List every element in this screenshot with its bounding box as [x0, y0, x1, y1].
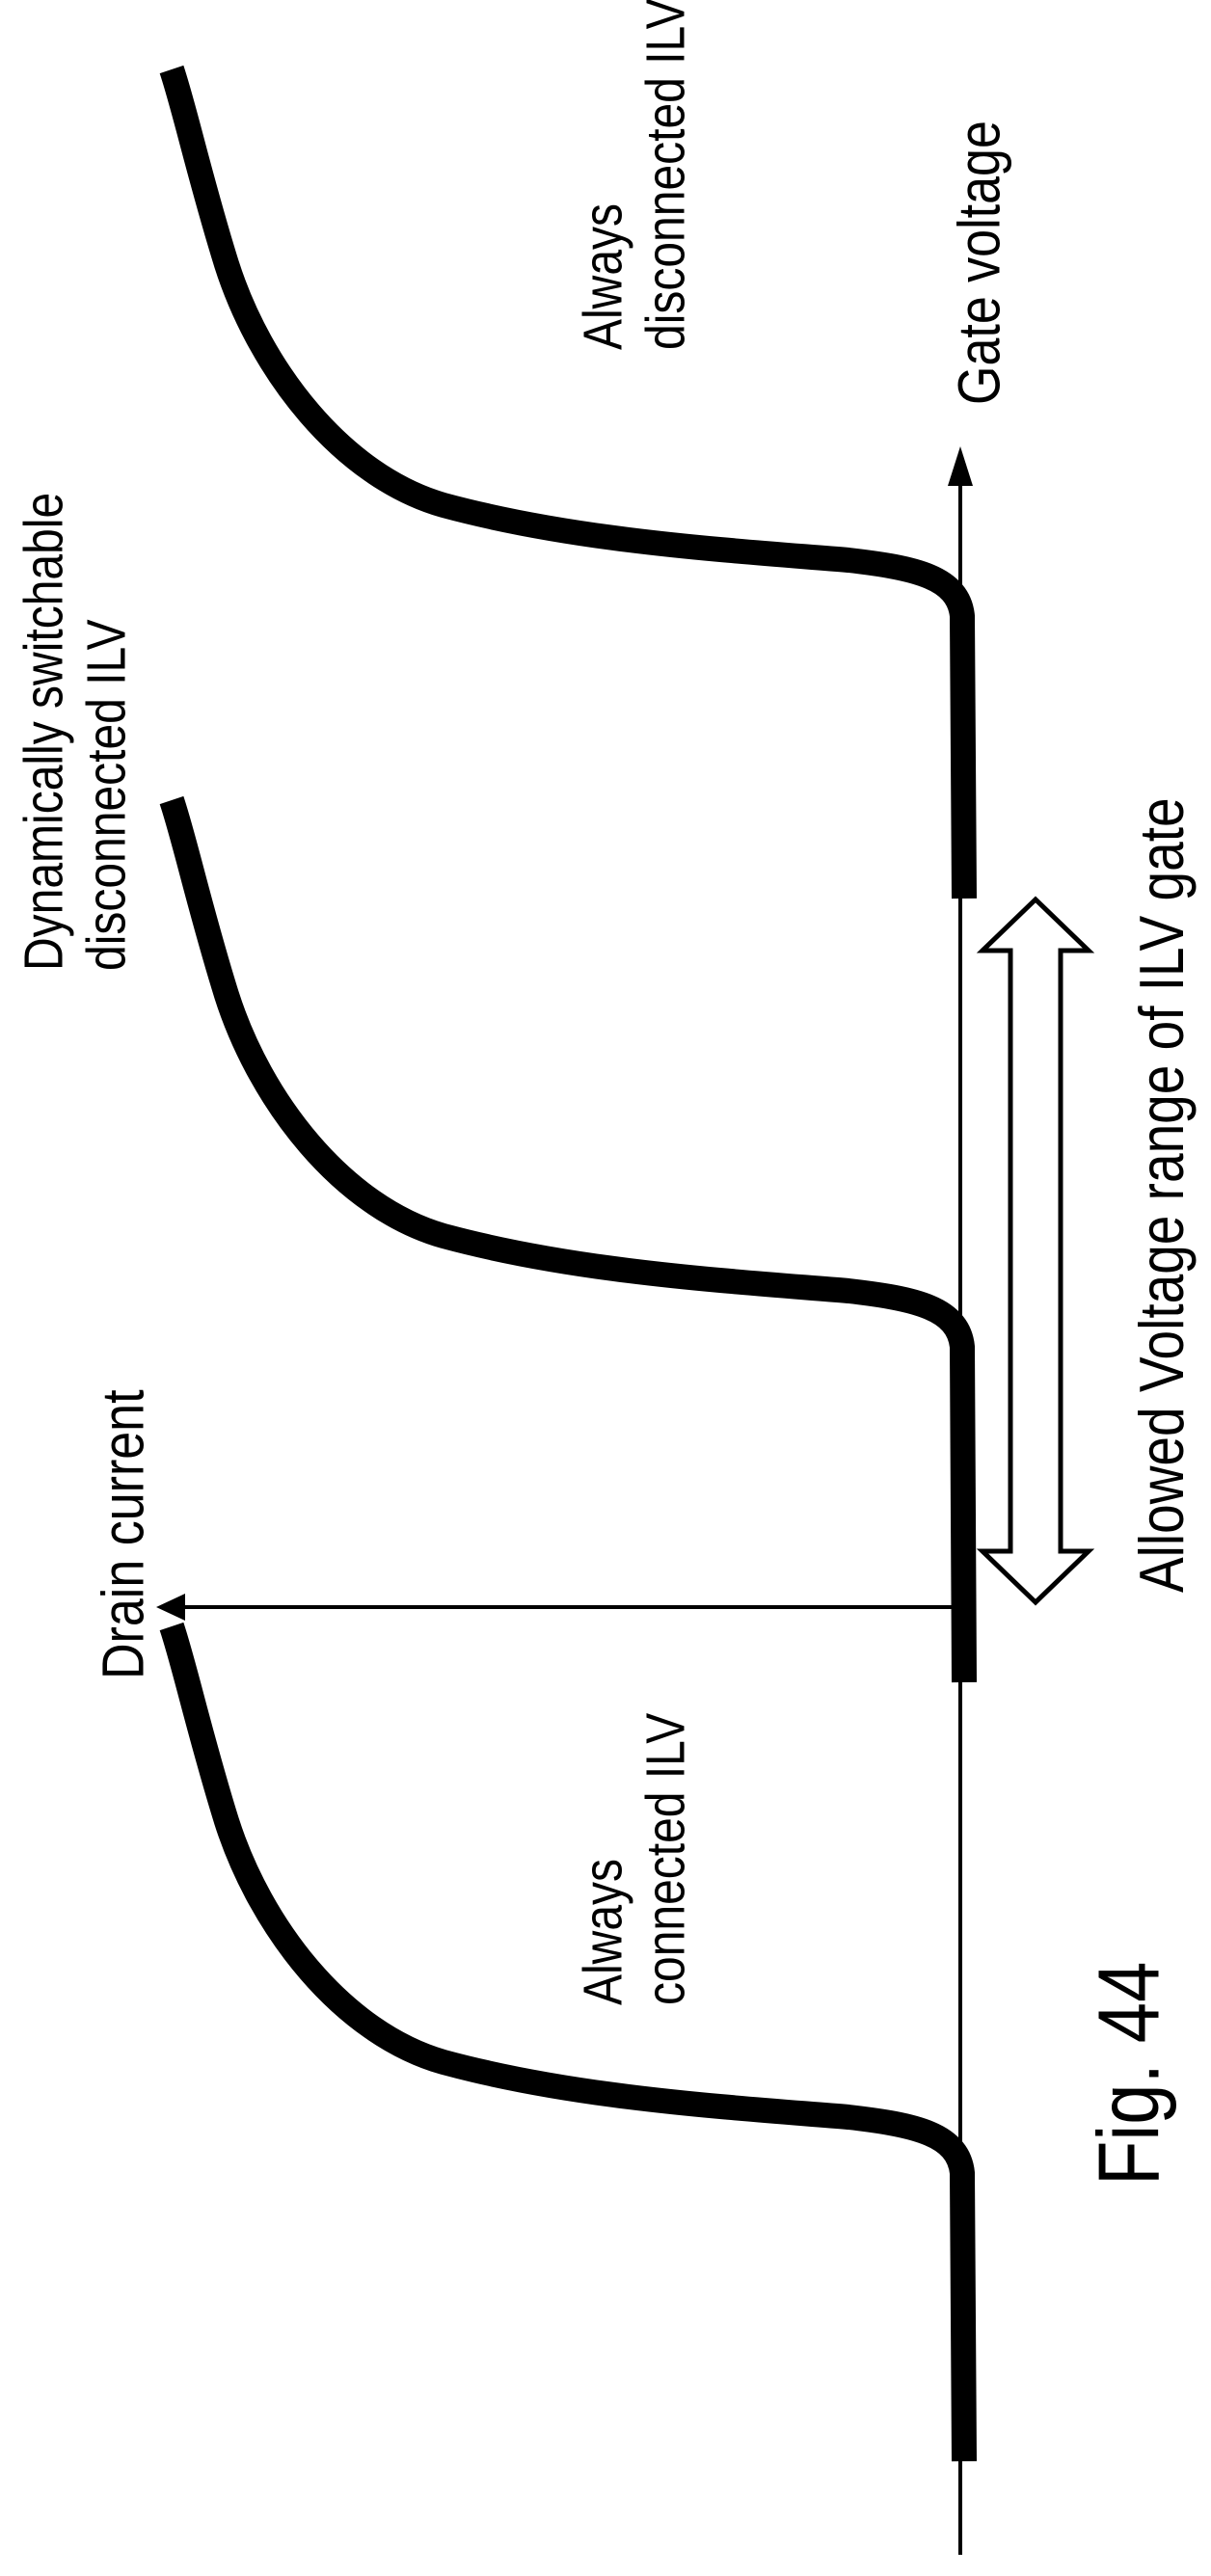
curve-always-disconnected — [159, 65, 977, 899]
curve-label-always-disconnected: Always disconnected ILV — [573, 0, 698, 350]
curve-label-line: Always — [574, 202, 634, 350]
curve-label-line: connected ILV — [636, 1712, 697, 2005]
gate-voltage-axis-arrowhead — [948, 446, 973, 486]
curve-label-line: Always — [574, 1858, 634, 2005]
curve-always-connected — [159, 1622, 977, 2462]
curve-label-line: disconnected ILV — [77, 619, 138, 971]
figure-number-label: Fig. 44 — [1081, 1961, 1178, 2186]
allowed-voltage-range-label: Allowed Voltage range of ILV gate — [1126, 797, 1198, 1593]
curve-label-line: Dynamically switchable — [14, 492, 75, 971]
curve-dynamically-switchable-disconnected — [159, 795, 977, 1683]
y-axis-label-drain-current: Drain current — [91, 1389, 157, 1679]
allowed-range-double-arrow — [976, 896, 1095, 1606]
drain-current-axis-arrowhead — [156, 1594, 185, 1621]
x-axis-label-gate-voltage: Gate voltage — [947, 121, 1013, 405]
curve-label-line: disconnected ILV — [636, 0, 697, 350]
curve-label-dynamically-switchable: Dynamically switchable disconnected ILV — [13, 493, 139, 971]
curve-label-always-connected: Always connected ILV — [573, 1713, 698, 2005]
